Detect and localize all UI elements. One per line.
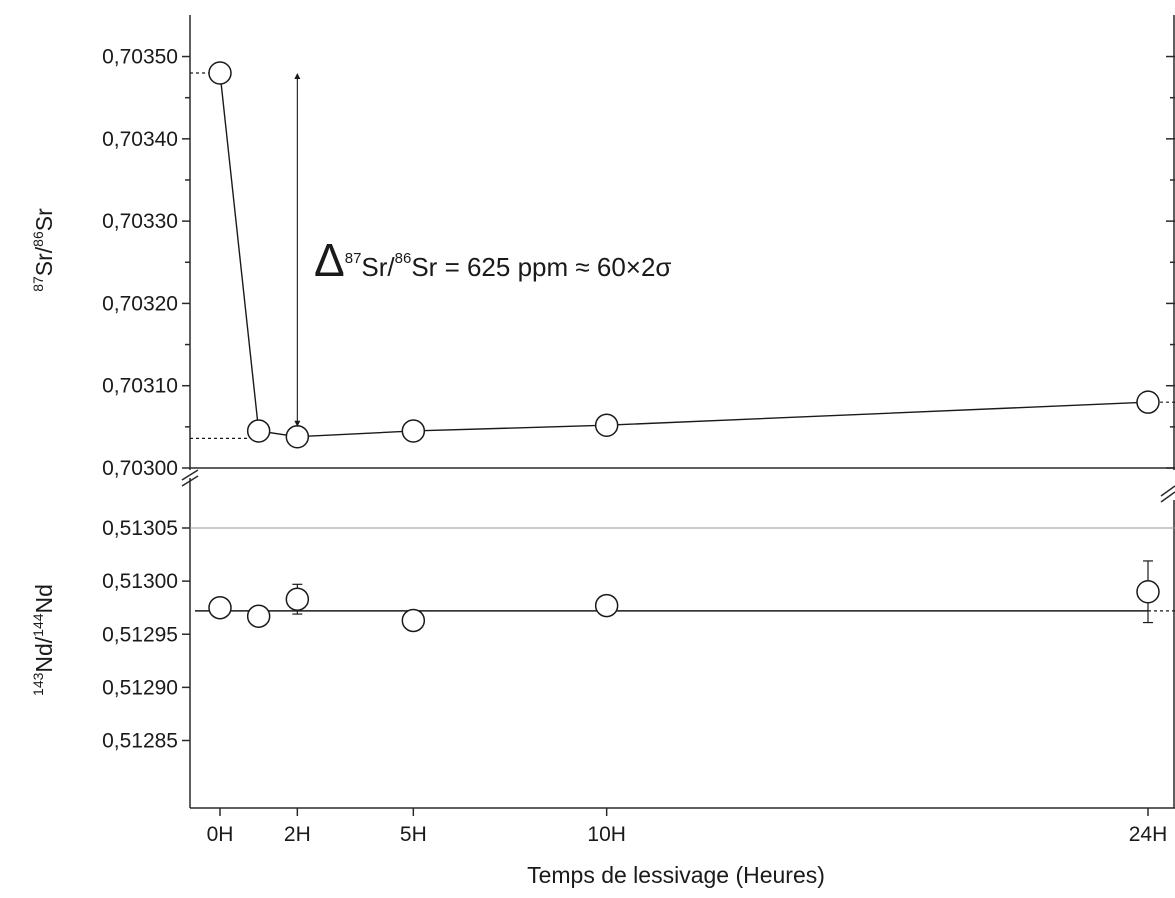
sr-panel: 0,70300 0,70310 0,70320 0,70330 0,70340 0,703… [30, 15, 1175, 480]
nd-ylabel-sup1: 143 [30, 672, 46, 696]
axis-break-mark-right [1160, 485, 1175, 497]
nd-y-tick-label: 0,51295 [102, 623, 178, 646]
annot-base2: Sr = 625 ppm ≈ 60×2σ [411, 252, 671, 282]
nd-ylabel-sup2: 144 [30, 613, 46, 637]
annotations: Δ87Sr/86Sr = 625 ppm ≈ 60×2σ [178, 73, 1175, 503]
nd-y-axis-title: 143Nd/144Nd [30, 584, 57, 696]
sr-ylabel-base1: Sr/ [31, 246, 57, 276]
nd-ylabel-base1: Nd/ [31, 636, 57, 672]
x-axis: 0H 2H 5H 10H 24H Temps de lessivage (Heures) [207, 808, 1168, 888]
nd-y-tick-label: 0,51285 [102, 730, 178, 753]
sr-y-tick-label: 0,70300 [102, 457, 178, 480]
x-tick-label: 2H [284, 823, 311, 846]
annot-sup2: 86 [395, 250, 412, 267]
nd-ylabel-base2: Nd [31, 584, 57, 613]
annot-base1: Sr/ [361, 252, 395, 282]
nd-data-point [594, 593, 619, 618]
axis-break-mark [181, 469, 199, 481]
nd-data-point [285, 587, 310, 611]
axis-break-gap-left [178, 470, 202, 478]
x-axis-title: Temps de lessivage (Heures) [527, 862, 825, 888]
sr-y-tick-label: 0,70350 [102, 46, 178, 69]
sr-y-tick-label: 0,70340 [102, 128, 178, 151]
sr-y-tick-label: 0,70330 [102, 210, 178, 233]
x-tick-label: 5H [400, 823, 427, 846]
nd-data-point [1136, 580, 1160, 604]
sr-ylabel-sup1: 87 [30, 276, 46, 292]
delta-arrow-head-top [294, 73, 301, 79]
x-tick-label: 24H [1129, 823, 1168, 846]
nd-y-tick-label: 0,51305 [102, 517, 178, 540]
axis-break-mark [181, 475, 199, 487]
nd-data-point [246, 604, 271, 628]
sr-ylabel-sup2: 86 [30, 231, 46, 247]
sr-y-axis-title: 87Sr/86Sr [30, 208, 57, 292]
axis-break-mark-right [1160, 491, 1175, 503]
delta-arrow-head-bottom [294, 420, 301, 427]
sr-data-point [208, 61, 232, 85]
sr-y-tick-label: 0,70320 [102, 292, 178, 315]
delta-annotation: Δ87Sr/86Sr = 625 ppm ≈ 60×2σ [314, 234, 671, 286]
nd-y-tick-label: 0,51290 [102, 676, 178, 699]
x-tick-label: 10H [587, 823, 626, 846]
sr-data-point [594, 413, 619, 437]
nd-data-point [401, 608, 426, 633]
x-tick-label: 0H [207, 823, 234, 846]
sr-data-point [246, 419, 271, 443]
sr-data-point [1136, 390, 1160, 414]
sr-data-point [285, 424, 310, 449]
axis-break-gap-right [1161, 470, 1175, 478]
nd-data-point [208, 595, 232, 620]
sr-ylabel-base2: Sr [31, 208, 57, 231]
sr-series-line [219, 72, 1149, 438]
annot-delta: Δ [314, 234, 345, 286]
sr-y-tick-label: 0,70310 [102, 375, 178, 398]
sr-data-point [401, 419, 426, 443]
annot-sup1: 87 [345, 250, 362, 267]
nd-panel: 0,512850,512900,512950,513000,51305143Nd… [30, 478, 1175, 809]
nd-y-tick-label: 0,51300 [102, 570, 178, 593]
